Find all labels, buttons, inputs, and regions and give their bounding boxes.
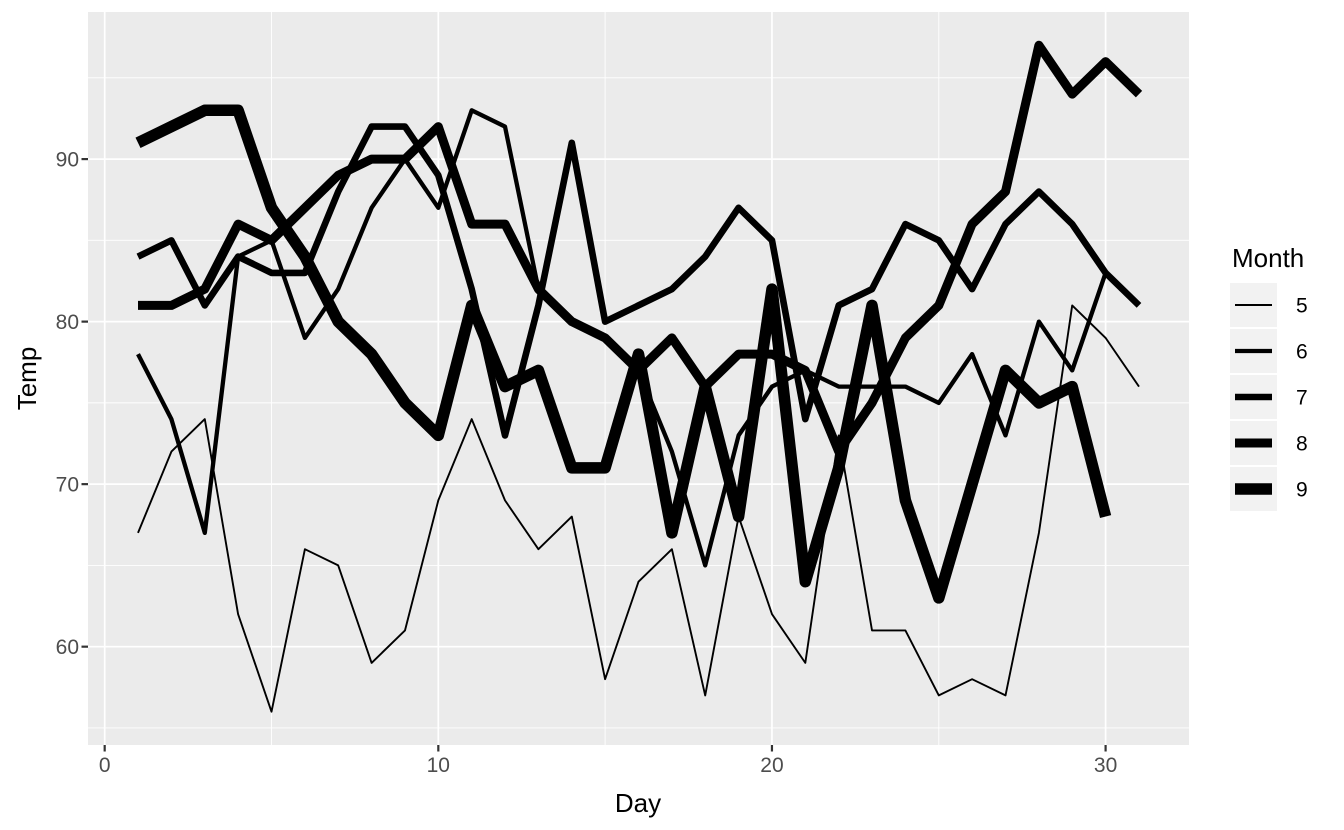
y-tick-label: 80 bbox=[56, 311, 79, 334]
axis-tick-labels: 0 10 20 30 60 70 80 90 bbox=[56, 149, 1118, 777]
legend-label-month-6: 6 bbox=[1296, 341, 1308, 364]
y-tick-label: 60 bbox=[56, 636, 79, 659]
legend-label-month-5: 5 bbox=[1296, 295, 1308, 318]
legend-label-month-9: 9 bbox=[1296, 479, 1308, 502]
x-tick-label: 30 bbox=[1094, 754, 1117, 777]
legend-label-month-7: 7 bbox=[1296, 387, 1308, 410]
x-tick-label: 0 bbox=[99, 754, 111, 777]
x-tick-label: 10 bbox=[427, 754, 450, 777]
legend-title: Month bbox=[1232, 243, 1304, 273]
y-axis-title: Temp bbox=[12, 347, 42, 411]
y-tick-label: 90 bbox=[56, 149, 79, 172]
x-tick-label: 20 bbox=[760, 754, 783, 777]
minor-gridlines bbox=[88, 12, 1189, 745]
line-month-5 bbox=[137, 304, 1140, 713]
y-tick-label: 70 bbox=[56, 474, 79, 497]
x-axis-title: Day bbox=[615, 788, 661, 818]
data-lines bbox=[135, 40, 1143, 713]
axis-tick-marks bbox=[81, 157, 1107, 752]
line-month-9 bbox=[135, 104, 1112, 604]
line-month-7 bbox=[136, 123, 1142, 439]
legend: Month 5 6 7 8 9 bbox=[1230, 243, 1308, 511]
legend-label-month-8: 8 bbox=[1296, 433, 1308, 456]
major-gridlines bbox=[88, 12, 1189, 745]
legend-key-lines bbox=[1235, 304, 1272, 495]
